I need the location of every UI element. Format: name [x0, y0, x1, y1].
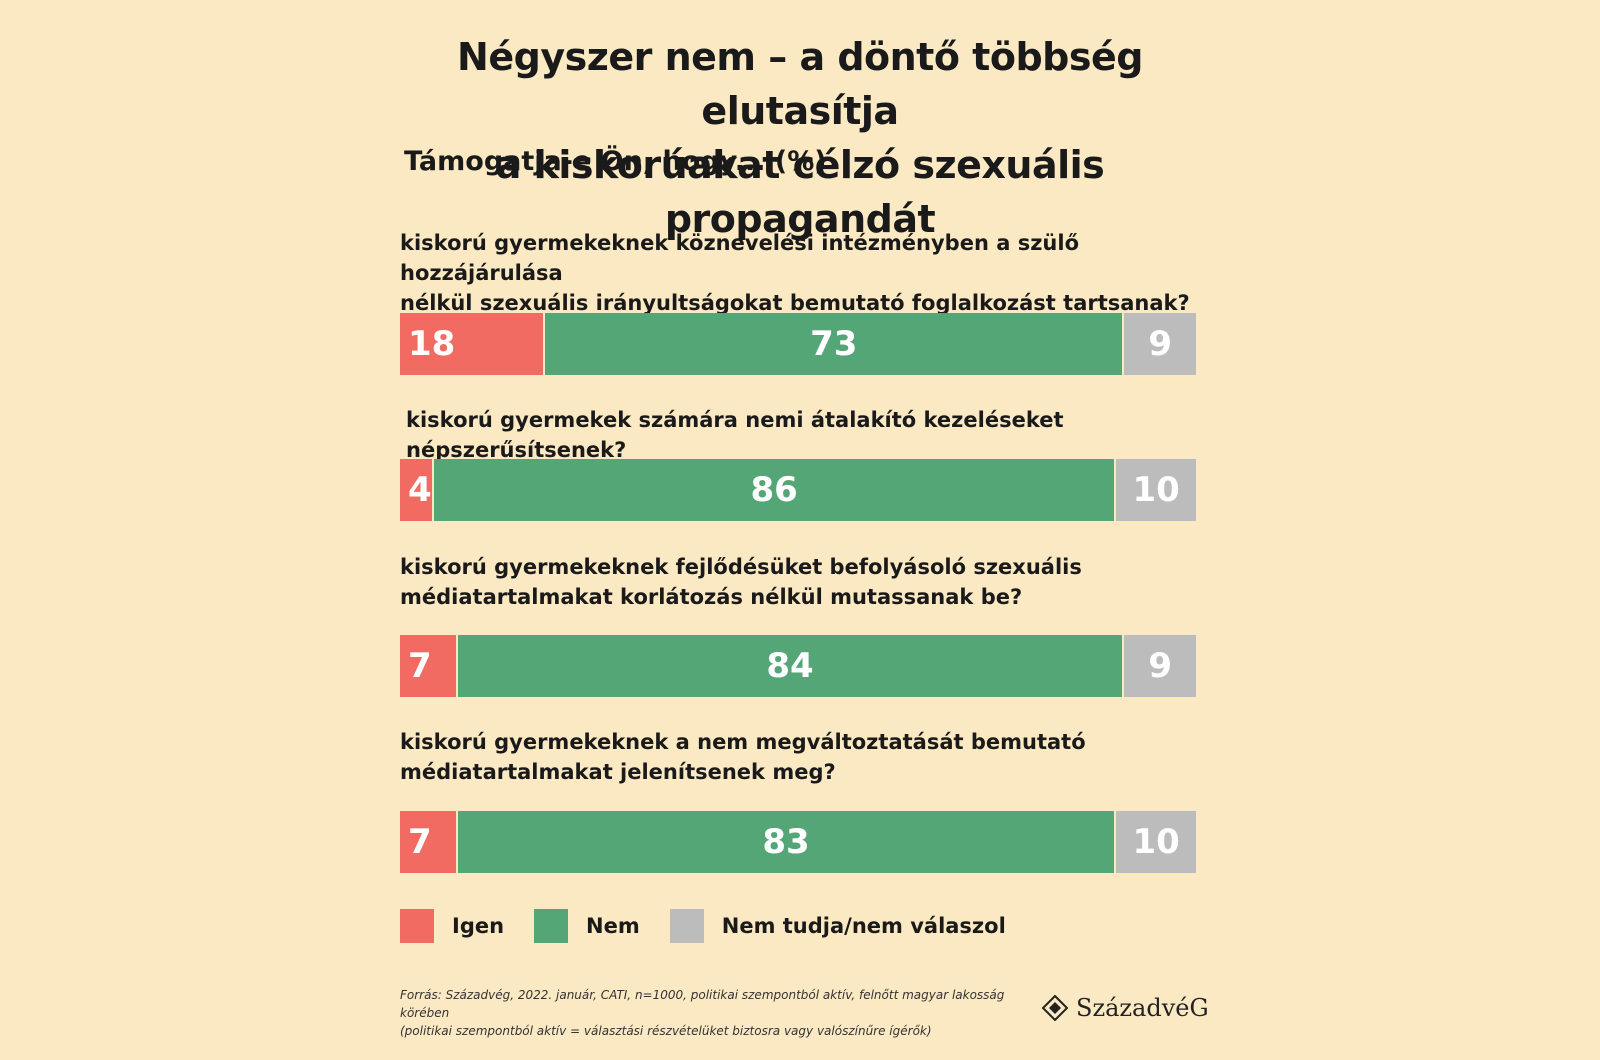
- data-label-nem: 84: [766, 646, 814, 686]
- chart-subtitle: Támogatja-e Ön, hogy... (%): [404, 146, 827, 177]
- legend-item-nem-tudja: Nem tudja/nem válaszol: [669, 909, 1006, 943]
- bar-row-3: 7 84 9: [400, 635, 1196, 697]
- bar-segment-nem: 84: [455, 635, 1125, 697]
- data-label-igen: 18: [408, 324, 456, 364]
- brand-name: SzázadvéG: [1076, 994, 1209, 1022]
- data-label-nem: 86: [750, 470, 798, 510]
- bar-segment-nem: 86: [431, 459, 1117, 521]
- data-label-nem-tudja: 9: [1148, 324, 1172, 364]
- bar-row-1: 18 73 9: [400, 313, 1196, 375]
- data-label-igen: 7: [408, 646, 432, 686]
- source-line-1: Forrás: Századvég, 2022. január, CATI, n…: [400, 988, 1005, 1020]
- title-line-2: a kiskorúakat célzó szexuális propagandá…: [495, 143, 1105, 241]
- data-label-nem-tudja: 9: [1148, 646, 1172, 686]
- question-3-line-2: médiatartalmakat korlátozás nélkül mutas…: [400, 585, 1023, 609]
- bar-segment-igen: 4: [400, 459, 432, 521]
- diamond-logo-icon: [1042, 995, 1068, 1021]
- question-4: kiskorú gyermekeknek a nem megváltoztatá…: [400, 727, 1200, 787]
- question-2-line-1: kiskorú gyermekek számára nemi átalakító…: [406, 408, 1064, 462]
- data-label-nem-tudja: 10: [1132, 822, 1180, 862]
- legend-item-nem: Nem: [534, 909, 640, 943]
- data-label-igen: 7: [408, 822, 432, 862]
- question-4-line-2: médiatartalmakat jelenítsenek meg?: [400, 760, 836, 784]
- bar-segment-nem-tudja: 10: [1116, 811, 1196, 873]
- legend-label-nem: Nem: [586, 914, 640, 938]
- question-4-line-1: kiskorú gyermekeknek a nem megváltoztatá…: [400, 730, 1086, 754]
- question-3-line-1: kiskorú gyermekeknek fejlődésüket befoly…: [400, 555, 1082, 579]
- legend-label-nem-tudja: Nem tudja/nem válaszol: [721, 914, 1006, 938]
- question-1-line-2: nélkül szexuális irányultságokat bemutat…: [400, 291, 1190, 315]
- legend-swatch-igen: [400, 909, 434, 943]
- bar-row-2: 4 86 10: [400, 459, 1196, 521]
- bar-segment-nem-tudja: 9: [1124, 313, 1196, 375]
- chart-legend: Igen Nem Nem tudja/nem válaszol: [400, 906, 1036, 946]
- source-line-2: (politikai szempontból aktív = választás…: [400, 1024, 932, 1038]
- legend-swatch-nem: [534, 909, 569, 943]
- bar-row-4: 7 83 10: [400, 811, 1196, 873]
- source-note: Forrás: Századvég, 2022. január, CATI, n…: [400, 986, 1040, 1040]
- question-1-line-1: kiskorú gyermekeknek köznevelési intézmé…: [400, 231, 1079, 285]
- question-3: kiskorú gyermekeknek fejlődésüket befoly…: [400, 552, 1200, 612]
- bar-segment-igen: 7: [400, 635, 456, 697]
- title-line-1: Négyszer nem – a döntő többség elutasítj…: [457, 35, 1143, 133]
- data-label-nem: 83: [762, 822, 810, 862]
- bar-segment-igen: 18: [400, 313, 544, 375]
- bar-segment-nem: 73: [543, 313, 1125, 375]
- legend-swatch-nem-tudja: [669, 909, 704, 943]
- legend-label-igen: Igen: [452, 914, 505, 938]
- data-label-nem-tudja: 10: [1132, 470, 1180, 510]
- legend-item-igen: Igen: [400, 909, 504, 943]
- bar-segment-igen: 7: [400, 811, 456, 873]
- data-label-igen: 4: [408, 470, 432, 510]
- question-1: kiskorú gyermekeknek köznevelési intézmé…: [400, 228, 1200, 318]
- data-label-nem: 73: [810, 324, 858, 364]
- bar-segment-nem: 83: [455, 811, 1117, 873]
- question-2: kiskorú gyermekek számára nemi átalakító…: [406, 405, 1206, 465]
- bar-segment-nem-tudja: 9: [1124, 635, 1196, 697]
- brand-logo: SzázadvéG: [1042, 994, 1209, 1022]
- chart-title: Négyszer nem – a döntő többség elutasítj…: [400, 30, 1200, 246]
- bar-segment-nem-tudja: 10: [1116, 459, 1196, 521]
